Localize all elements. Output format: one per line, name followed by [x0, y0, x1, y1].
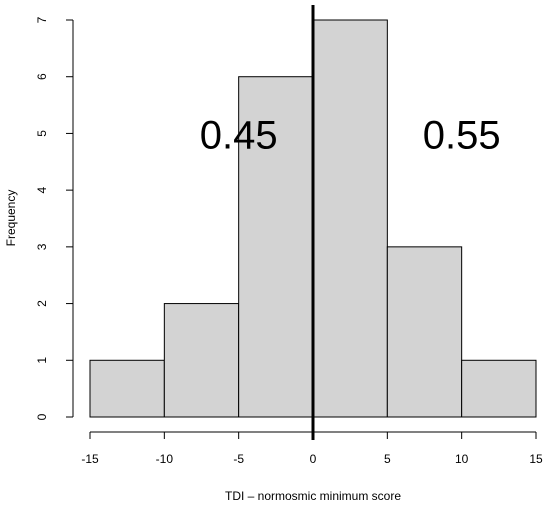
histogram-bar-1 — [163, 303, 240, 418]
x-tick-label-1: -10 — [156, 452, 174, 466]
x-tick-label-3: 0 — [310, 452, 317, 466]
y-tick-label-5: 5 — [35, 130, 49, 137]
histogram-bar-5 — [461, 359, 537, 418]
histogram-bar-0 — [89, 359, 165, 418]
y-axis: 0 1 2 3 4 5 6 7 — [35, 16, 74, 420]
x-axis: -15 -10 -5 0 5 10 15 — [81, 431, 543, 466]
x-axis-label: TDI – normosmic minimum score — [225, 489, 401, 503]
y-axis-label: Frequency — [4, 190, 18, 247]
histogram-bar-4 — [386, 246, 463, 418]
x-tick-label-4: 5 — [384, 452, 391, 466]
y-tick-label-1: 1 — [35, 357, 49, 364]
y-tick-label-4: 4 — [35, 186, 49, 193]
histogram-bar-3 — [312, 19, 388, 418]
y-tick-label-2: 2 — [35, 300, 49, 307]
bars-group — [89, 19, 537, 418]
y-tick-label-3: 3 — [35, 243, 49, 250]
x-tick-label-5: 10 — [455, 452, 469, 466]
y-tick-label-7: 7 — [35, 16, 49, 23]
annotations-group: 0.45 0.55 — [200, 113, 501, 157]
x-tick-label-6: 15 — [529, 452, 543, 466]
y-tick-label-0: 0 — [35, 413, 49, 420]
x-tick-label-2: -5 — [233, 452, 244, 466]
x-tick-label-0: -15 — [81, 452, 99, 466]
y-tick-label-6: 6 — [35, 73, 49, 80]
annotation-label-1: 0.55 — [423, 113, 501, 157]
histogram-bar-2 — [238, 76, 314, 418]
annotation-label-0: 0.45 — [200, 113, 278, 157]
